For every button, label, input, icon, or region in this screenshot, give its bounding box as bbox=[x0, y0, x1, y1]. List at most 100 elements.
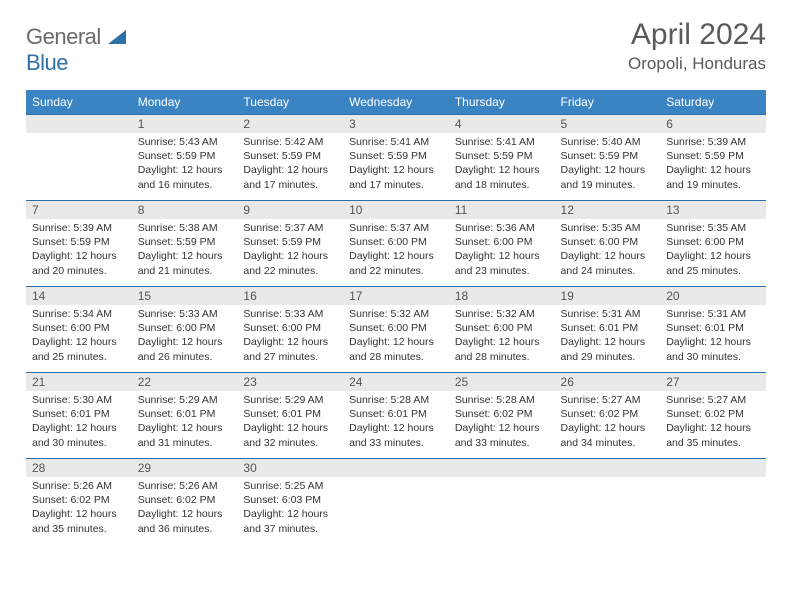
daylight-text: Daylight: 12 hours and 19 minutes. bbox=[666, 163, 760, 191]
daylight-text: Daylight: 12 hours and 33 minutes. bbox=[455, 421, 549, 449]
sunset-text: Sunset: 5:59 PM bbox=[349, 149, 443, 163]
calendar-day-cell: 22Sunrise: 5:29 AMSunset: 6:01 PMDayligh… bbox=[132, 372, 238, 458]
day-number: 15 bbox=[132, 286, 238, 305]
day-details bbox=[26, 133, 132, 139]
day-number: 8 bbox=[132, 200, 238, 219]
sunset-text: Sunset: 6:00 PM bbox=[138, 321, 232, 335]
day-details bbox=[660, 477, 766, 483]
day-number: 2 bbox=[237, 114, 343, 133]
calendar-day-cell: 15Sunrise: 5:33 AMSunset: 6:00 PMDayligh… bbox=[132, 286, 238, 372]
day-number: 20 bbox=[660, 286, 766, 305]
daylight-text: Daylight: 12 hours and 22 minutes. bbox=[243, 249, 337, 277]
day-details: Sunrise: 5:30 AMSunset: 6:01 PMDaylight:… bbox=[26, 391, 132, 454]
day-details: Sunrise: 5:31 AMSunset: 6:01 PMDaylight:… bbox=[660, 305, 766, 368]
sunset-text: Sunset: 6:01 PM bbox=[349, 407, 443, 421]
calendar-day-cell: 8Sunrise: 5:38 AMSunset: 5:59 PMDaylight… bbox=[132, 200, 238, 286]
daylight-text: Daylight: 12 hours and 21 minutes. bbox=[138, 249, 232, 277]
sunrise-text: Sunrise: 5:25 AM bbox=[243, 479, 337, 493]
sunset-text: Sunset: 6:00 PM bbox=[349, 235, 443, 249]
daylight-text: Daylight: 12 hours and 26 minutes. bbox=[138, 335, 232, 363]
title-block: April 2024 Oropoli, Honduras bbox=[628, 18, 766, 74]
day-details bbox=[555, 477, 661, 483]
calendar-day-cell: 23Sunrise: 5:29 AMSunset: 6:01 PMDayligh… bbox=[237, 372, 343, 458]
month-title: April 2024 bbox=[628, 18, 766, 52]
day-number: 14 bbox=[26, 286, 132, 305]
day-details: Sunrise: 5:31 AMSunset: 6:01 PMDaylight:… bbox=[555, 305, 661, 368]
sunset-text: Sunset: 6:01 PM bbox=[561, 321, 655, 335]
day-details: Sunrise: 5:38 AMSunset: 5:59 PMDaylight:… bbox=[132, 219, 238, 282]
sunset-text: Sunset: 5:59 PM bbox=[243, 235, 337, 249]
location-label: Oropoli, Honduras bbox=[628, 54, 766, 74]
day-number: 16 bbox=[237, 286, 343, 305]
sunrise-text: Sunrise: 5:33 AM bbox=[243, 307, 337, 321]
day-details: Sunrise: 5:37 AMSunset: 5:59 PMDaylight:… bbox=[237, 219, 343, 282]
day-details: Sunrise: 5:32 AMSunset: 6:00 PMDaylight:… bbox=[449, 305, 555, 368]
sunset-text: Sunset: 5:59 PM bbox=[138, 235, 232, 249]
day-details: Sunrise: 5:28 AMSunset: 6:01 PMDaylight:… bbox=[343, 391, 449, 454]
calendar-day-cell: 7Sunrise: 5:39 AMSunset: 5:59 PMDaylight… bbox=[26, 200, 132, 286]
calendar-body: 1Sunrise: 5:43 AMSunset: 5:59 PMDaylight… bbox=[26, 114, 766, 544]
sunset-text: Sunset: 6:00 PM bbox=[561, 235, 655, 249]
calendar-day-cell bbox=[449, 458, 555, 544]
calendar-day-cell: 17Sunrise: 5:32 AMSunset: 6:00 PMDayligh… bbox=[343, 286, 449, 372]
calendar-day-cell: 26Sunrise: 5:27 AMSunset: 6:02 PMDayligh… bbox=[555, 372, 661, 458]
sunrise-text: Sunrise: 5:34 AM bbox=[32, 307, 126, 321]
day-details: Sunrise: 5:37 AMSunset: 6:00 PMDaylight:… bbox=[343, 219, 449, 282]
day-details: Sunrise: 5:27 AMSunset: 6:02 PMDaylight:… bbox=[555, 391, 661, 454]
day-number: 25 bbox=[449, 372, 555, 391]
daylight-text: Daylight: 12 hours and 30 minutes. bbox=[32, 421, 126, 449]
brand-word-general: General bbox=[26, 24, 101, 49]
daylight-text: Daylight: 12 hours and 24 minutes. bbox=[561, 249, 655, 277]
daylight-text: Daylight: 12 hours and 35 minutes. bbox=[32, 507, 126, 535]
sunrise-text: Sunrise: 5:26 AM bbox=[138, 479, 232, 493]
day-number: 3 bbox=[343, 114, 449, 133]
day-number bbox=[343, 458, 449, 477]
day-details: Sunrise: 5:25 AMSunset: 6:03 PMDaylight:… bbox=[237, 477, 343, 540]
sunrise-text: Sunrise: 5:36 AM bbox=[455, 221, 549, 235]
day-number: 18 bbox=[449, 286, 555, 305]
calendar-page: General Blue April 2024 Oropoli, Hondura… bbox=[0, 0, 792, 554]
sunrise-text: Sunrise: 5:39 AM bbox=[32, 221, 126, 235]
brand-word-blue: Blue bbox=[26, 50, 68, 75]
weekday-header: Wednesday bbox=[343, 90, 449, 114]
day-number: 5 bbox=[555, 114, 661, 133]
sunrise-text: Sunrise: 5:32 AM bbox=[455, 307, 549, 321]
daylight-text: Daylight: 12 hours and 25 minutes. bbox=[666, 249, 760, 277]
calendar-day-cell: 13Sunrise: 5:35 AMSunset: 6:00 PMDayligh… bbox=[660, 200, 766, 286]
daylight-text: Daylight: 12 hours and 20 minutes. bbox=[32, 249, 126, 277]
calendar-day-cell: 14Sunrise: 5:34 AMSunset: 6:00 PMDayligh… bbox=[26, 286, 132, 372]
day-details: Sunrise: 5:39 AMSunset: 5:59 PMDaylight:… bbox=[26, 219, 132, 282]
day-details: Sunrise: 5:26 AMSunset: 6:02 PMDaylight:… bbox=[132, 477, 238, 540]
daylight-text: Daylight: 12 hours and 34 minutes. bbox=[561, 421, 655, 449]
calendar-day-cell: 27Sunrise: 5:27 AMSunset: 6:02 PMDayligh… bbox=[660, 372, 766, 458]
sunset-text: Sunset: 6:00 PM bbox=[243, 321, 337, 335]
day-details bbox=[343, 477, 449, 483]
sunrise-text: Sunrise: 5:35 AM bbox=[666, 221, 760, 235]
day-details: Sunrise: 5:39 AMSunset: 5:59 PMDaylight:… bbox=[660, 133, 766, 196]
calendar-day-cell: 4Sunrise: 5:41 AMSunset: 5:59 PMDaylight… bbox=[449, 114, 555, 200]
day-details: Sunrise: 5:35 AMSunset: 6:00 PMDaylight:… bbox=[660, 219, 766, 282]
weekday-header-row: Sunday Monday Tuesday Wednesday Thursday… bbox=[26, 90, 766, 114]
daylight-text: Daylight: 12 hours and 33 minutes. bbox=[349, 421, 443, 449]
calendar-day-cell: 18Sunrise: 5:32 AMSunset: 6:00 PMDayligh… bbox=[449, 286, 555, 372]
daylight-text: Daylight: 12 hours and 22 minutes. bbox=[349, 249, 443, 277]
sunset-text: Sunset: 6:02 PM bbox=[32, 493, 126, 507]
sunrise-text: Sunrise: 5:41 AM bbox=[349, 135, 443, 149]
daylight-text: Daylight: 12 hours and 35 minutes. bbox=[666, 421, 760, 449]
day-number: 11 bbox=[449, 200, 555, 219]
sunrise-text: Sunrise: 5:31 AM bbox=[561, 307, 655, 321]
day-number: 6 bbox=[660, 114, 766, 133]
daylight-text: Daylight: 12 hours and 32 minutes. bbox=[243, 421, 337, 449]
weekday-header: Sunday bbox=[26, 90, 132, 114]
day-details: Sunrise: 5:32 AMSunset: 6:00 PMDaylight:… bbox=[343, 305, 449, 368]
calendar-day-cell: 12Sunrise: 5:35 AMSunset: 6:00 PMDayligh… bbox=[555, 200, 661, 286]
day-details: Sunrise: 5:41 AMSunset: 5:59 PMDaylight:… bbox=[343, 133, 449, 196]
sunrise-text: Sunrise: 5:38 AM bbox=[138, 221, 232, 235]
day-details bbox=[449, 477, 555, 483]
day-details: Sunrise: 5:27 AMSunset: 6:02 PMDaylight:… bbox=[660, 391, 766, 454]
day-number: 10 bbox=[343, 200, 449, 219]
day-number: 7 bbox=[26, 200, 132, 219]
day-details: Sunrise: 5:42 AMSunset: 5:59 PMDaylight:… bbox=[237, 133, 343, 196]
calendar-day-cell: 6Sunrise: 5:39 AMSunset: 5:59 PMDaylight… bbox=[660, 114, 766, 200]
weekday-header: Friday bbox=[555, 90, 661, 114]
